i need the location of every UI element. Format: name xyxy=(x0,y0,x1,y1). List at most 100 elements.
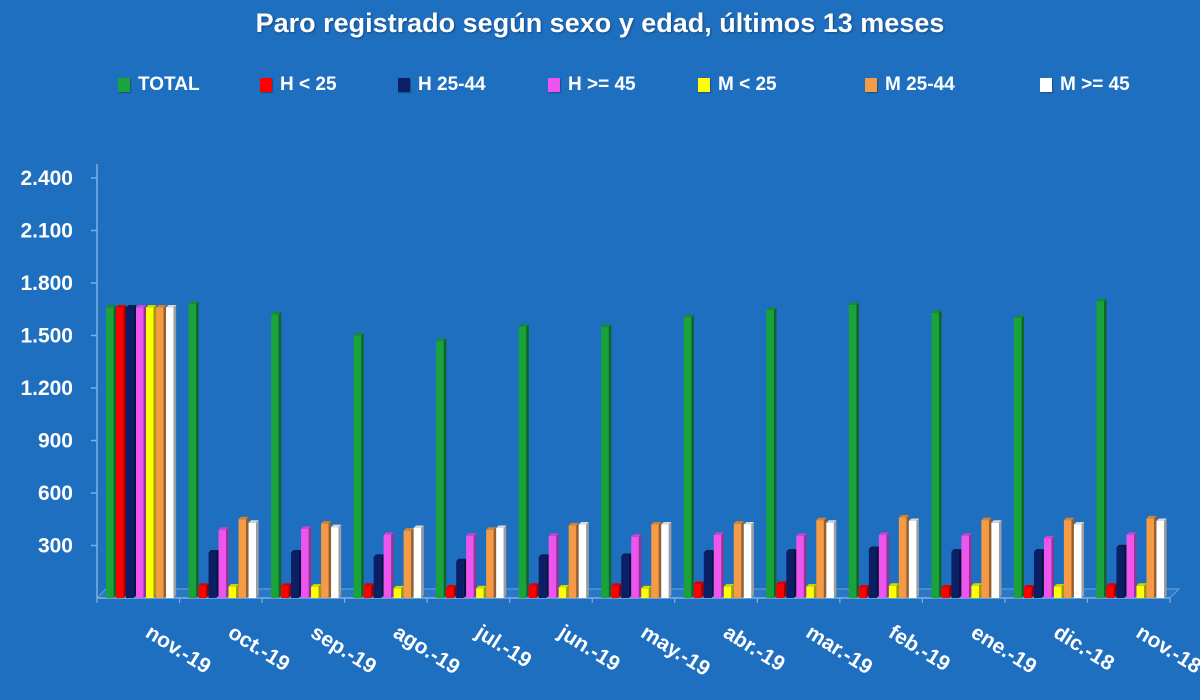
legend-item: H < 25 xyxy=(260,72,337,98)
bar xyxy=(1116,544,1127,598)
bar xyxy=(413,525,424,598)
bar xyxy=(271,312,282,598)
bar xyxy=(476,585,487,598)
bar xyxy=(601,324,612,598)
bar xyxy=(1136,583,1147,598)
bar xyxy=(1106,583,1117,598)
y-tick-label: 2.400 xyxy=(20,167,73,190)
bar xyxy=(848,302,859,598)
bar xyxy=(528,583,539,598)
y-tick-label: 900 xyxy=(38,430,73,453)
bar xyxy=(1146,515,1157,598)
bar xyxy=(393,585,404,598)
y-tick-label: 2.100 xyxy=(20,220,73,243)
legend-swatch xyxy=(1040,78,1052,92)
x-tick-label: nov.-19 xyxy=(142,621,215,679)
bar xyxy=(1096,298,1107,598)
bar xyxy=(1126,532,1137,598)
legend: TOTAL H < 25 H 25-44 H >= 45 M < 25 M 25-44 M … xyxy=(100,72,1140,98)
legend-item: TOTAL xyxy=(118,72,200,98)
bar xyxy=(558,585,569,598)
bar xyxy=(733,521,744,598)
bar xyxy=(331,524,342,598)
legend-item: M < 25 xyxy=(698,72,777,98)
bar xyxy=(941,585,952,598)
bar xyxy=(868,546,879,598)
bar xyxy=(683,314,694,598)
bar xyxy=(743,522,754,598)
bar xyxy=(518,324,529,598)
legend-swatch xyxy=(865,78,877,92)
bar xyxy=(776,581,787,598)
bar xyxy=(951,549,962,598)
bar xyxy=(766,307,777,598)
bar xyxy=(446,585,457,598)
bar xyxy=(436,338,447,598)
x-tick-label: ene.-19 xyxy=(967,621,1041,679)
bar xyxy=(858,585,869,598)
bar xyxy=(466,533,477,598)
x-tick-label: jul.-19 xyxy=(471,620,536,672)
bar xyxy=(373,554,384,598)
bar xyxy=(1023,585,1035,598)
bar xyxy=(908,518,919,598)
bar xyxy=(218,527,229,598)
bar xyxy=(166,305,177,598)
bar xyxy=(383,532,394,598)
bar xyxy=(971,583,982,598)
bar xyxy=(403,528,414,598)
bar xyxy=(136,305,147,598)
bar xyxy=(931,310,942,598)
y-tick-label: 1.200 xyxy=(20,377,73,400)
legend-item: H 25-44 xyxy=(398,72,486,98)
bar xyxy=(796,533,807,598)
bar xyxy=(898,515,909,598)
legend-swatch xyxy=(118,78,130,92)
legend-swatch xyxy=(260,78,272,92)
bar xyxy=(156,305,167,598)
bar xyxy=(1073,522,1085,598)
bar xyxy=(568,522,579,598)
bar xyxy=(486,527,497,598)
bar xyxy=(703,550,714,598)
x-tick-label: feb.-19 xyxy=(884,621,954,676)
bar xyxy=(353,333,364,598)
legend-item: M >= 45 xyxy=(1040,72,1130,98)
bar xyxy=(126,305,137,598)
bar xyxy=(981,517,992,598)
bar xyxy=(116,305,127,598)
bar xyxy=(611,583,622,598)
y-tick-label: 1.800 xyxy=(20,272,73,295)
x-tick-label: abr.-19 xyxy=(719,621,789,676)
bar xyxy=(888,583,899,598)
bar xyxy=(106,305,117,598)
legend-label: M < 25 xyxy=(718,74,777,95)
bar xyxy=(661,522,672,598)
bar xyxy=(1013,315,1025,598)
y-tick-label: 600 xyxy=(38,482,73,505)
bar xyxy=(188,301,199,598)
bar xyxy=(538,554,549,598)
bar xyxy=(311,584,322,598)
bar xyxy=(816,517,827,598)
x-tick-label: ago.-19 xyxy=(389,621,464,679)
legend-label: H < 25 xyxy=(280,74,337,95)
chart-title: Paro registrado según sexo y edad, últim… xyxy=(255,8,945,38)
legend-swatch xyxy=(398,78,410,92)
bar xyxy=(1063,517,1075,598)
bar xyxy=(321,521,332,598)
legend-swatch xyxy=(548,78,560,92)
legend-item: H >= 45 xyxy=(548,72,636,98)
y-tick-label: 300 xyxy=(38,535,73,558)
bar xyxy=(208,550,219,598)
x-tick-label: dic.-18 xyxy=(1050,621,1119,676)
legend-label: M 25-44 xyxy=(885,74,955,95)
bar xyxy=(651,522,662,598)
bar xyxy=(496,525,507,598)
bar xyxy=(991,520,1002,598)
bar xyxy=(878,532,889,598)
legend-swatch xyxy=(698,78,710,92)
bar xyxy=(578,522,589,598)
